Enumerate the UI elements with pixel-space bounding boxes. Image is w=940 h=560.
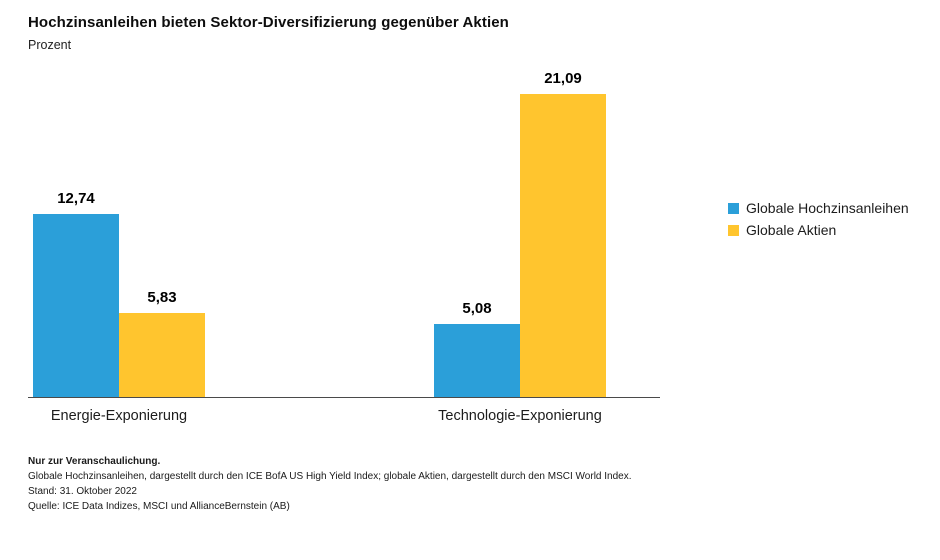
bar-series-1-category-0: [119, 313, 205, 397]
bar-group: 12,74 5,83: [33, 190, 205, 397]
legend-swatch-blue: [728, 202, 739, 214]
footnote-disclaimer: Nur zur Veranschaulichung.: [28, 456, 161, 467]
bar-item: 12,74: [33, 190, 119, 397]
footnote-index-definitions: Globale Hochzinsanleihen, dargestellt du…: [28, 471, 632, 482]
bar-series-0-category-1: [434, 324, 520, 397]
plot-area: 12,74 5,83 5,08 21,09: [28, 62, 660, 398]
bar-item: 5,83: [119, 190, 205, 397]
category-axis: Energie-Exponierung Technologie-Exponier…: [28, 408, 668, 424]
legend-label: Globale Hochzinsanleihen: [746, 200, 909, 216]
bar-value-label: 5,08: [462, 300, 492, 317]
legend-swatch-yellow: [728, 224, 739, 236]
bar-series-1-category-1: [520, 94, 606, 397]
bar-value-label: 5,83: [147, 289, 177, 306]
category-label-energie: Energie-Exponierung: [50, 408, 188, 424]
footnotes: Nur zur Veranschaulichung. Globale Hochz…: [28, 454, 940, 514]
footnote-source: Quelle: ICE Data Indizes, MSCI und Allia…: [28, 501, 290, 512]
category-label-technologie: Technologie-Exponierung: [438, 408, 602, 424]
legend-label: Globale Aktien: [746, 222, 837, 238]
legend-item-aktien: Globale Aktien: [728, 222, 909, 238]
bar-group: 5,08 21,09: [434, 70, 606, 397]
legend-item-hochzinsanleihen: Globale Hochzinsanleihen: [728, 200, 909, 216]
bar-series-0-category-0: [33, 214, 119, 397]
chart-container: 12,74 5,83 5,08 21,09 Energie-Exponierung T…: [28, 62, 940, 424]
plot-wrap: 12,74 5,83 5,08 21,09 Energie-Exponierung T…: [28, 62, 668, 424]
bar-item: 5,08: [434, 70, 520, 397]
bar-value-label: 12,74: [57, 190, 95, 207]
footnote-as-of-date: Stand: 31. Oktober 2022: [28, 486, 137, 497]
bar-value-label: 21,09: [544, 70, 582, 87]
legend: Globale Hochzinsanleihen Globale Aktien: [728, 200, 909, 238]
axis-unit-label: Prozent: [28, 38, 72, 52]
bar-item: 21,09: [520, 70, 606, 397]
page-title: Hochzinsanleihen bieten Sektor-Diversifi…: [28, 14, 509, 31]
